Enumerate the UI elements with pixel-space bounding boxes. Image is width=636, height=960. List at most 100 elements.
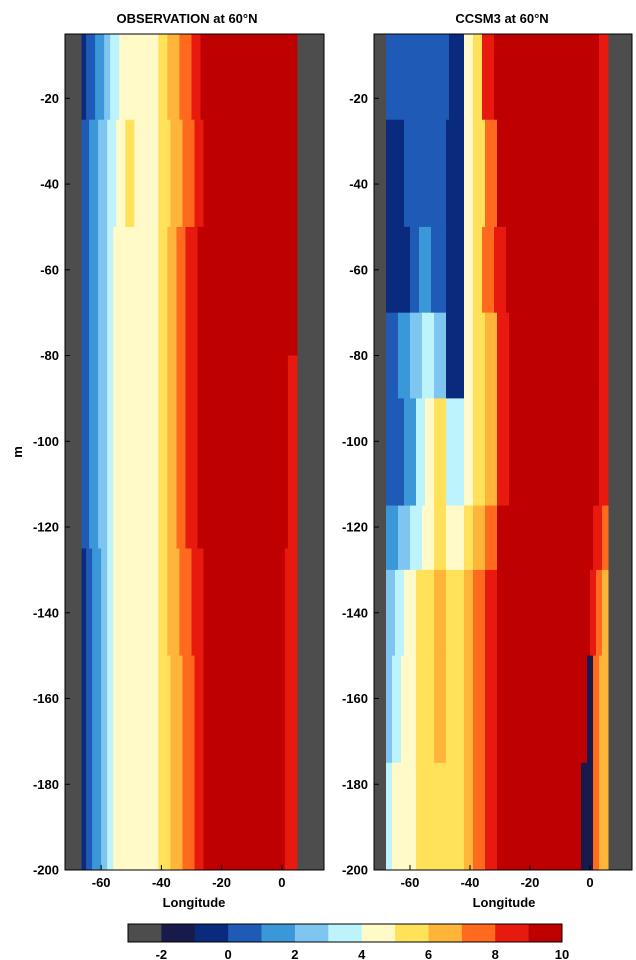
- colorbar-swatch: [428, 924, 463, 942]
- heat-cell: [464, 119, 474, 228]
- heat-cell: [449, 34, 465, 121]
- heat-cell: [101, 655, 108, 871]
- heat-cell: [506, 226, 594, 314]
- plot-frame: [373, 33, 633, 871]
- heat-cell: [602, 569, 609, 657]
- heat-cell: [416, 762, 435, 871]
- heat-cell: [434, 762, 447, 871]
- colorbar-tick-label: 6: [425, 947, 432, 960]
- heat-cell: [398, 312, 411, 399]
- heat-cell: [200, 34, 211, 121]
- plot-area: -20-40-60-80-100-120-140-160-180-200-60-…: [342, 33, 633, 890]
- panel-title: CCSM3 at 60°N: [455, 11, 548, 26]
- x-tick-label: 0: [586, 875, 593, 890]
- heat-cell: [81, 34, 87, 121]
- heat-cell: [473, 226, 483, 314]
- plot-frame: [64, 33, 325, 871]
- heat-cell: [95, 34, 105, 121]
- heat-cell: [81, 355, 90, 549]
- heat-cell: [404, 119, 447, 228]
- heat-cell: [125, 119, 135, 228]
- heat-cell: [215, 548, 268, 657]
- heat-cell: [113, 548, 159, 657]
- observation-panel: OBSERVATION at 60°N -20 -40 -60 -80 -100 -120…: [10, 11, 325, 910]
- heat-cell: [485, 762, 498, 871]
- heat-cell: [386, 34, 396, 121]
- x-axis-label: Longitude: [473, 895, 536, 910]
- heat-cell: [167, 548, 180, 657]
- heat-cell: [416, 398, 426, 507]
- heat-cell: [185, 355, 199, 549]
- heat-cell: [81, 548, 87, 657]
- heat-cell: [497, 119, 510, 228]
- heat-cell: [485, 119, 498, 228]
- heat-cell: [497, 398, 510, 507]
- heat-cell: [446, 226, 465, 314]
- heat-cell: [581, 762, 594, 871]
- heat-cell: [485, 505, 498, 571]
- heat-cell: [197, 226, 211, 357]
- heat-cell: [284, 548, 298, 657]
- colorbar-swatch: [495, 924, 530, 942]
- heat-cell: [419, 226, 432, 314]
- heat-cell: [497, 569, 510, 657]
- heat-cell: [266, 548, 286, 657]
- heat-cell: [464, 762, 474, 871]
- heat-cell: [290, 226, 298, 357]
- colorbar-tick-label: 0: [225, 947, 232, 960]
- colorbar-swatch: [161, 924, 196, 942]
- heat-cell: [596, 569, 603, 657]
- heat-cell: [404, 569, 417, 657]
- heat-cell: [191, 34, 202, 121]
- heat-cell: [410, 226, 420, 314]
- heat-cell: [416, 569, 435, 657]
- heat-cell: [386, 569, 396, 657]
- heat-cell: [446, 119, 465, 228]
- colorbar-swatch: [261, 924, 296, 942]
- heat-cell: [473, 655, 486, 764]
- heat-cell: [170, 655, 183, 871]
- heat-cell: [497, 312, 510, 399]
- heat-cell: [509, 398, 594, 507]
- heat-cell: [89, 355, 99, 549]
- heat-cell: [509, 119, 594, 228]
- heat-cell: [434, 312, 447, 399]
- heat-cell: [107, 355, 114, 549]
- heat-cell: [422, 312, 435, 399]
- heat-cell: [107, 226, 114, 357]
- colorbar-swatch: [328, 924, 363, 942]
- x-tick-label: -40: [461, 875, 480, 890]
- heat-cell: [482, 34, 495, 121]
- heat-cell: [284, 655, 298, 871]
- heat-cell: [203, 655, 271, 871]
- heat-cell: [482, 226, 495, 314]
- colorbar-tick-label: 10: [555, 947, 569, 960]
- heat-cell: [599, 312, 609, 399]
- heat-cell: [593, 226, 600, 314]
- colorbar-tick-label: 4: [358, 947, 366, 960]
- colorbar-tick-label: -2: [156, 947, 168, 960]
- heat-cell: [446, 569, 465, 657]
- y-tick-label: -20: [40, 91, 59, 106]
- heat-cell: [392, 655, 402, 764]
- heat-cell: [395, 34, 450, 121]
- heat-cell: [185, 226, 199, 357]
- y-tick-label: -140: [33, 605, 59, 620]
- heat-cell: [509, 569, 591, 657]
- heat-cell: [398, 505, 411, 571]
- colorbar-swatch: [461, 924, 496, 942]
- heat-cell: [98, 119, 108, 228]
- heat-cell: [593, 34, 600, 121]
- heat-cell: [386, 119, 405, 228]
- colorbar-swatch: [128, 924, 162, 942]
- heat-cell: [107, 119, 117, 228]
- heat-cell: [497, 505, 510, 571]
- heat-cell: [275, 655, 286, 871]
- y-tick-label: -200: [342, 863, 368, 878]
- colorbar: -2 0 2 4 6 8 10: [127, 923, 569, 960]
- heat-cell: [269, 655, 277, 871]
- heat-cell: [209, 226, 292, 357]
- heat-cell: [107, 655, 114, 871]
- y-tick-label: -40: [40, 177, 59, 192]
